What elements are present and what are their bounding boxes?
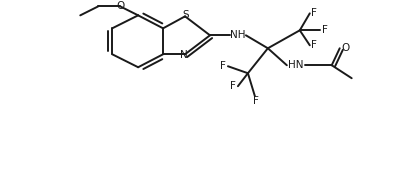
Text: S: S bbox=[182, 10, 189, 20]
Text: HN: HN bbox=[288, 60, 303, 70]
Text: O: O bbox=[116, 1, 124, 11]
Text: O: O bbox=[341, 43, 349, 53]
Text: F: F bbox=[252, 96, 258, 106]
Text: F: F bbox=[321, 25, 327, 35]
Text: N: N bbox=[180, 50, 187, 60]
Text: F: F bbox=[310, 40, 316, 50]
Text: F: F bbox=[310, 8, 316, 18]
Text: NH: NH bbox=[229, 30, 245, 40]
Text: F: F bbox=[229, 81, 235, 91]
Text: F: F bbox=[220, 61, 225, 71]
